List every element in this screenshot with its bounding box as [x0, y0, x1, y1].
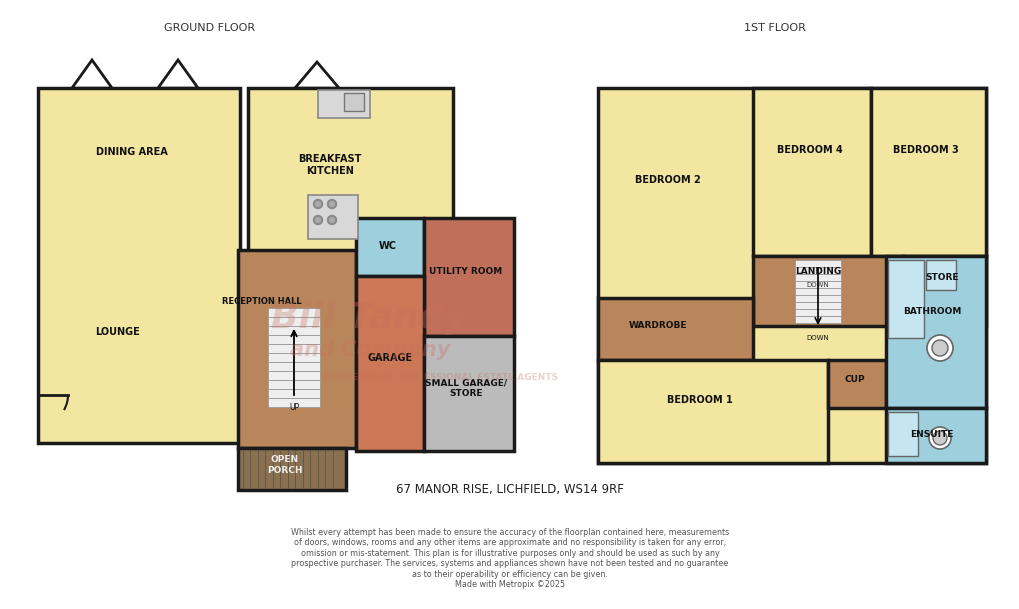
- Bar: [38, 88, 239, 443]
- Circle shape: [315, 217, 320, 222]
- Bar: [424, 336, 514, 451]
- Circle shape: [926, 335, 952, 361]
- Text: GROUND FLOOR: GROUND FLOOR: [164, 23, 256, 33]
- Bar: [886, 256, 985, 408]
- Bar: [268, 317, 320, 326]
- Circle shape: [315, 202, 320, 206]
- Text: SMALL GARAGE/
STORE: SMALL GARAGE/ STORE: [425, 378, 506, 398]
- Bar: [268, 389, 320, 398]
- Bar: [237, 448, 345, 490]
- Bar: [268, 353, 320, 362]
- Circle shape: [327, 216, 336, 225]
- Bar: [424, 218, 514, 336]
- Bar: [886, 408, 985, 463]
- Bar: [318, 90, 370, 118]
- Text: STORE: STORE: [924, 273, 958, 283]
- Bar: [794, 295, 841, 302]
- Text: BATHROOM: BATHROOM: [902, 308, 960, 317]
- Bar: [794, 302, 841, 309]
- Text: INDEPENDENT PROFESSIONAL ESTATE AGENTS: INDEPENDENT PROFESSIONAL ESTATE AGENTS: [321, 373, 558, 382]
- Bar: [268, 398, 320, 407]
- Text: DOWN: DOWN: [806, 335, 828, 341]
- Bar: [794, 288, 841, 295]
- Circle shape: [313, 200, 322, 208]
- Text: LANDING: LANDING: [794, 267, 841, 276]
- Text: 1ST FLOOR: 1ST FLOOR: [743, 23, 805, 33]
- Polygon shape: [72, 60, 112, 88]
- Text: Whilst every attempt has been made to ensure the accuracy of the floorplan conta: Whilst every attempt has been made to en…: [290, 528, 729, 589]
- Bar: [794, 267, 841, 274]
- Text: 67 MANOR RISE, LICHFIELD, WS14 9RF: 67 MANOR RISE, LICHFIELD, WS14 9RF: [395, 484, 624, 496]
- Text: and Company: and Company: [289, 340, 449, 360]
- Polygon shape: [158, 60, 198, 88]
- Text: OPEN
PORCH: OPEN PORCH: [267, 456, 303, 474]
- Bar: [794, 316, 841, 323]
- Circle shape: [928, 427, 950, 449]
- Bar: [888, 412, 917, 456]
- Bar: [268, 362, 320, 371]
- Text: WARDROBE: WARDROBE: [628, 322, 687, 331]
- Bar: [752, 256, 902, 326]
- Text: CUP: CUP: [844, 376, 864, 384]
- Bar: [794, 309, 841, 316]
- Text: RECEPTION HALL: RECEPTION HALL: [222, 298, 302, 306]
- Circle shape: [313, 216, 322, 225]
- Text: BEDROOM 2: BEDROOM 2: [635, 175, 700, 185]
- Circle shape: [329, 202, 334, 206]
- Bar: [248, 88, 452, 293]
- Bar: [925, 260, 955, 290]
- Bar: [794, 260, 841, 267]
- Circle shape: [932, 431, 946, 445]
- Bar: [597, 360, 827, 463]
- Text: DOWN: DOWN: [806, 282, 828, 288]
- Text: UTILITY ROOM: UTILITY ROOM: [429, 267, 502, 276]
- Bar: [268, 344, 320, 353]
- Text: DINING AREA: DINING AREA: [96, 147, 168, 157]
- Circle shape: [931, 340, 947, 356]
- Text: LOUNGE: LOUNGE: [96, 327, 141, 337]
- Bar: [268, 380, 320, 389]
- Bar: [268, 326, 320, 335]
- Bar: [356, 218, 424, 276]
- Bar: [902, 256, 985, 326]
- Text: WC: WC: [379, 241, 396, 251]
- Bar: [752, 88, 870, 256]
- Bar: [827, 360, 886, 408]
- Text: BEDROOM 4: BEDROOM 4: [776, 145, 842, 155]
- Circle shape: [327, 200, 336, 208]
- Bar: [794, 281, 841, 288]
- Text: Bill Tandy: Bill Tandy: [271, 301, 468, 335]
- Polygon shape: [294, 62, 338, 88]
- Text: BEDROOM 1: BEDROOM 1: [666, 395, 733, 405]
- Bar: [356, 276, 424, 451]
- Bar: [597, 298, 752, 360]
- Bar: [268, 371, 320, 380]
- Bar: [237, 250, 356, 448]
- Circle shape: [329, 217, 334, 222]
- Text: ENSUITE: ENSUITE: [909, 431, 953, 440]
- Bar: [888, 260, 923, 338]
- Text: BREAKFAST
KITCHEN: BREAKFAST KITCHEN: [298, 154, 362, 176]
- Bar: [870, 88, 985, 256]
- Bar: [308, 195, 358, 239]
- Bar: [268, 335, 320, 344]
- Bar: [597, 88, 985, 463]
- Text: BEDROOM 3: BEDROOM 3: [893, 145, 958, 155]
- Bar: [268, 308, 320, 317]
- Text: GARAGE: GARAGE: [367, 353, 412, 363]
- Text: UP: UP: [288, 404, 299, 412]
- Bar: [794, 274, 841, 281]
- Bar: [343, 93, 364, 111]
